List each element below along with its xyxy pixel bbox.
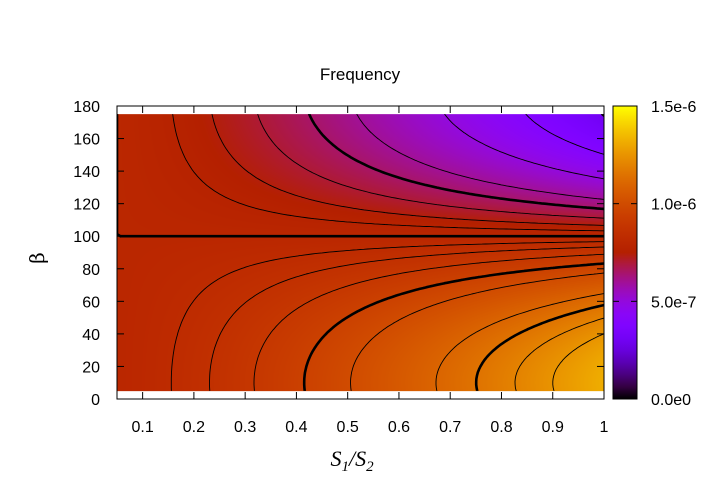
colorbar-tick-label: 1.5e-6 <box>651 99 696 116</box>
colorbar-gradient <box>612 105 638 400</box>
contour-line-minor <box>257 114 604 219</box>
colorbar-ticks: 0.0e0 5.0e-7 1.0e-6 1.5e-6 <box>613 99 696 409</box>
x-tick-label: 0.1 <box>132 419 154 436</box>
contour-line-minor <box>170 241 604 391</box>
colorbar: 0.0e0 5.0e-7 1.0e-6 1.5e-6 <box>612 99 696 409</box>
x-axis-ticks: 0.1 0.2 0.3 0.4 0.5 0.6 0.7 0.8 0.9 1 <box>132 106 609 436</box>
y-axis-label: β <box>25 252 49 264</box>
x-tick-label: 0.9 <box>542 419 564 436</box>
y-axis-ticks: 0 20 40 60 80 100 120 140 160 180 <box>73 99 604 409</box>
colorbar-tick-label: 1.0e-6 <box>651 197 696 214</box>
y-tick-label: 80 <box>82 262 100 279</box>
contour-line-minor <box>356 114 604 200</box>
x-axis-label: S1/S2 <box>330 446 374 475</box>
contour-line-minor <box>435 293 604 391</box>
colorbar-tick-label: 0.0e0 <box>651 392 691 409</box>
plot-area <box>116 105 605 400</box>
contour-line-minor <box>253 253 604 391</box>
x-tick-label: 0.7 <box>439 419 461 436</box>
chart-title: Frequency <box>320 65 401 84</box>
y-tick-label: 100 <box>73 229 100 246</box>
contour-line-minor <box>209 246 604 391</box>
x-tick-label: 0.5 <box>337 419 359 436</box>
contour-lines <box>117 114 604 391</box>
contour-line-major <box>302 262 604 391</box>
heatmap-image <box>117 114 604 392</box>
x-tick-label: 0.8 <box>490 419 512 436</box>
colorbar-tick-label: 5.0e-7 <box>651 294 696 311</box>
y-tick-label: 60 <box>82 294 100 311</box>
x-tick-label: 0.6 <box>388 419 410 436</box>
x-tick-label: 1 <box>600 419 609 436</box>
plot-frame <box>116 105 605 400</box>
y-tick-label: 40 <box>82 327 100 344</box>
y-tick-label: 20 <box>82 359 100 376</box>
y-tick-label: 0 <box>91 392 100 409</box>
contour-line-major <box>474 303 604 391</box>
contour-line-minor <box>172 114 604 232</box>
x-tick-label: 0.4 <box>285 419 307 436</box>
y-tick-label: 180 <box>73 99 100 116</box>
contour-line-major <box>307 114 604 211</box>
contour-line-minor <box>211 114 604 226</box>
y-tick-label: 120 <box>73 197 100 214</box>
x-tick-label: 0.3 <box>234 419 256 436</box>
y-tick-label: 140 <box>73 164 100 181</box>
contour-line-minor <box>350 272 604 391</box>
y-tick-label: 160 <box>73 132 100 149</box>
x-tick-label: 0.2 <box>183 419 205 436</box>
contour-line-minor <box>552 333 604 391</box>
contour-line-minor <box>514 317 604 391</box>
